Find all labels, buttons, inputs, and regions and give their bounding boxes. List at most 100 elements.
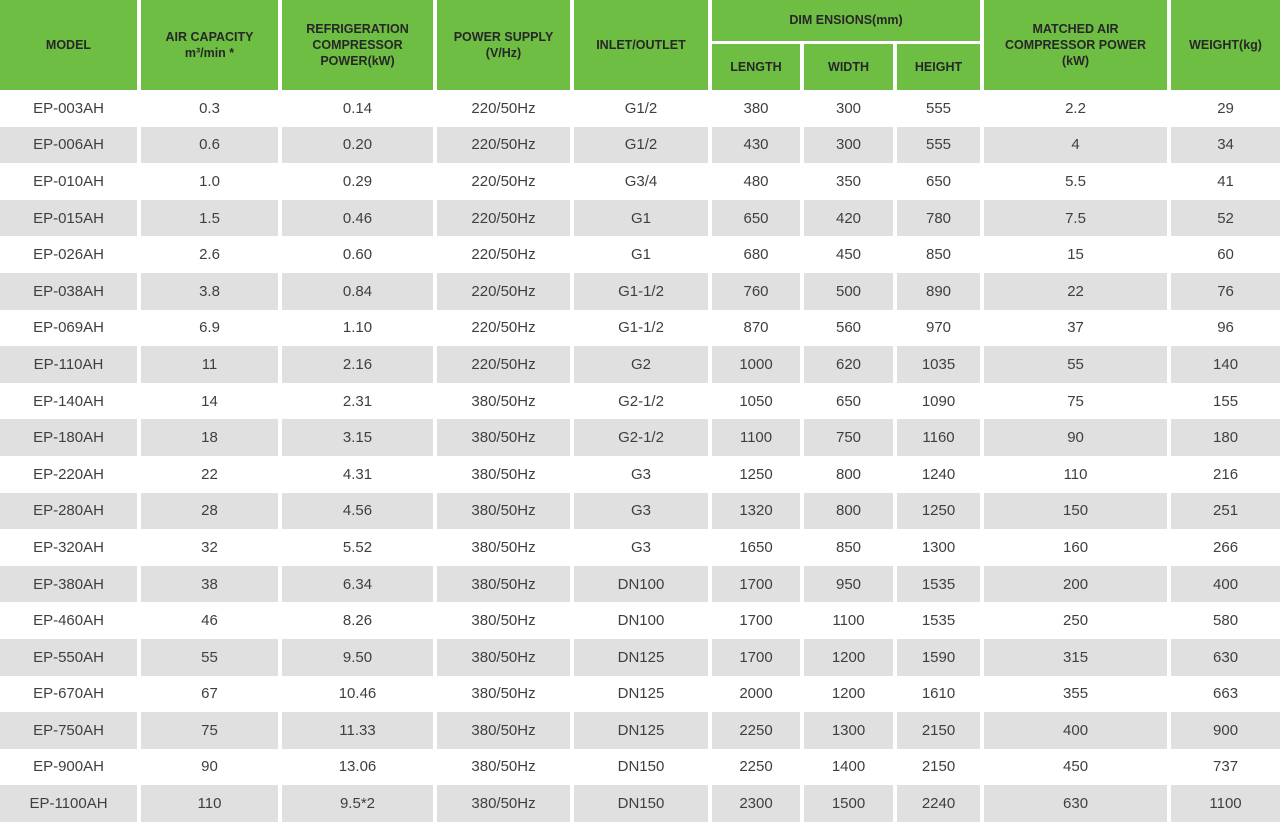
cell-air_capacity: 55 [141, 638, 282, 676]
cell-inlet_outlet: G1-1/2 [574, 309, 712, 347]
cell-power_supply: 380/50Hz [437, 492, 574, 530]
cell-height: 1535 [897, 565, 985, 603]
cell-height: 850 [897, 236, 985, 273]
cell-model: EP-180AH [0, 419, 141, 456]
cell-width: 300 [804, 90, 897, 127]
cell-model: EP-750AH [0, 712, 141, 749]
table-row: EP-1100AH 110 9.5*2 380/50Hz DN150 2300 1500 22… [0, 785, 1280, 822]
cell-height: 1250 [897, 492, 985, 530]
cell-length: 1320 [712, 492, 804, 530]
cell-matched_power: 4 [984, 126, 1172, 164]
cell-length: 1250 [712, 455, 804, 493]
cell-weight: 251 [1171, 492, 1280, 530]
cell-air_capacity: 18 [141, 419, 282, 456]
cell-matched_power: 7.5 [984, 199, 1172, 237]
cell-length: 2000 [712, 675, 804, 713]
table-row: EP-038AH 3.8 0.84 220/50Hz G1-1/2 760 500 890 22… [0, 272, 1280, 310]
cell-model: EP-550AH [0, 638, 141, 676]
cell-air_capacity: 1.5 [141, 199, 282, 237]
cell-weight: 155 [1171, 382, 1280, 420]
cell-model: EP-006AH [0, 126, 141, 164]
header-refrigeration-compressor-power: REFRIGERATION COMPRESSOR POWER(kW) [282, 0, 437, 90]
cell-power_supply: 380/50Hz [437, 712, 574, 749]
cell-power_supply: 380/50Hz [437, 382, 574, 420]
header-inlet-outlet: INLET/OUTLET [574, 0, 712, 90]
table-row: EP-010AH 1.0 0.29 220/50Hz G3/4 480 350 650 5.5 4… [0, 163, 1280, 200]
table-header: MODEL AIR CAPACITY m³/min * REFRIGERATIO… [0, 0, 1280, 90]
table-row: EP-320AH 32 5.52 380/50Hz G3 1650 850 1300 160 26… [0, 529, 1280, 566]
cell-matched_power: 2.2 [984, 90, 1172, 127]
cell-power_supply: 380/50Hz [437, 529, 574, 566]
cell-power_supply: 380/50Hz [437, 675, 574, 713]
header-model: MODEL [0, 0, 141, 90]
table-body: EP-003AH 0.3 0.14 220/50Hz G1/2 380 300 555 2.2 2… [0, 90, 1280, 822]
header-air-capacity: AIR CAPACITY m³/min * [141, 0, 282, 90]
cell-power_supply: 220/50Hz [437, 163, 574, 200]
cell-width: 560 [804, 309, 897, 347]
cell-power_supply: 380/50Hz [437, 419, 574, 456]
cell-model: EP-026AH [0, 236, 141, 273]
cell-width: 750 [804, 419, 897, 456]
cell-height: 2150 [897, 748, 985, 786]
cell-air_capacity: 0.6 [141, 126, 282, 164]
cell-width: 350 [804, 163, 897, 200]
cell-length: 1000 [712, 346, 804, 383]
cell-refrigeration_power: 9.5*2 [282, 785, 437, 822]
cell-height: 1610 [897, 675, 985, 713]
cell-width: 1200 [804, 675, 897, 713]
cell-weight: 60 [1171, 236, 1280, 273]
cell-length: 1650 [712, 529, 804, 566]
cell-width: 850 [804, 529, 897, 566]
cell-height: 650 [897, 163, 985, 200]
cell-model: EP-038AH [0, 272, 141, 310]
cell-length: 2250 [712, 712, 804, 749]
cell-length: 650 [712, 199, 804, 237]
cell-air_capacity: 38 [141, 565, 282, 603]
cell-power_supply: 220/50Hz [437, 126, 574, 164]
cell-air_capacity: 14 [141, 382, 282, 420]
cell-weight: 1100 [1171, 785, 1280, 822]
cell-air_capacity: 1.0 [141, 163, 282, 200]
cell-height: 780 [897, 199, 985, 237]
cell-refrigeration_power: 13.06 [282, 748, 437, 786]
cell-inlet_outlet: G2-1/2 [574, 382, 712, 420]
cell-model: EP-1100AH [0, 785, 141, 822]
cell-power_supply: 220/50Hz [437, 236, 574, 273]
cell-power_supply: 380/50Hz [437, 602, 574, 639]
cell-model: EP-015AH [0, 199, 141, 237]
cell-width: 1300 [804, 712, 897, 749]
cell-matched_power: 400 [984, 712, 1172, 749]
cell-air_capacity: 0.3 [141, 90, 282, 127]
cell-width: 1200 [804, 638, 897, 676]
cell-refrigeration_power: 4.56 [282, 492, 437, 530]
cell-height: 970 [897, 309, 985, 347]
cell-refrigeration_power: 10.46 [282, 675, 437, 713]
cell-inlet_outlet: DN125 [574, 638, 712, 676]
table-row: EP-180AH 18 3.15 380/50Hz G2-1/2 1100 750 1160 9… [0, 419, 1280, 456]
cell-length: 2250 [712, 748, 804, 786]
table-row: EP-069AH 6.9 1.10 220/50Hz G1-1/2 870 560 970 37… [0, 309, 1280, 347]
cell-weight: 180 [1171, 419, 1280, 456]
cell-height: 1535 [897, 602, 985, 639]
cell-model: EP-140AH [0, 382, 141, 420]
header-width: WIDTH [804, 44, 897, 90]
cell-air_capacity: 28 [141, 492, 282, 530]
cell-air_capacity: 2.6 [141, 236, 282, 273]
cell-width: 300 [804, 126, 897, 164]
cell-power_supply: 220/50Hz [437, 90, 574, 127]
cell-width: 620 [804, 346, 897, 383]
cell-inlet_outlet: DN100 [574, 565, 712, 603]
cell-refrigeration_power: 0.60 [282, 236, 437, 273]
cell-model: EP-220AH [0, 455, 141, 493]
cell-length: 760 [712, 272, 804, 310]
cell-model: EP-380AH [0, 565, 141, 603]
cell-weight: 580 [1171, 602, 1280, 639]
cell-inlet_outlet: DN150 [574, 785, 712, 822]
cell-matched_power: 90 [984, 419, 1172, 456]
cell-air_capacity: 6.9 [141, 309, 282, 347]
cell-matched_power: 315 [984, 638, 1172, 676]
table-row: EP-220AH 22 4.31 380/50Hz G3 1250 800 1240 110 21… [0, 455, 1280, 493]
cell-matched_power: 15 [984, 236, 1172, 273]
cell-width: 420 [804, 199, 897, 237]
